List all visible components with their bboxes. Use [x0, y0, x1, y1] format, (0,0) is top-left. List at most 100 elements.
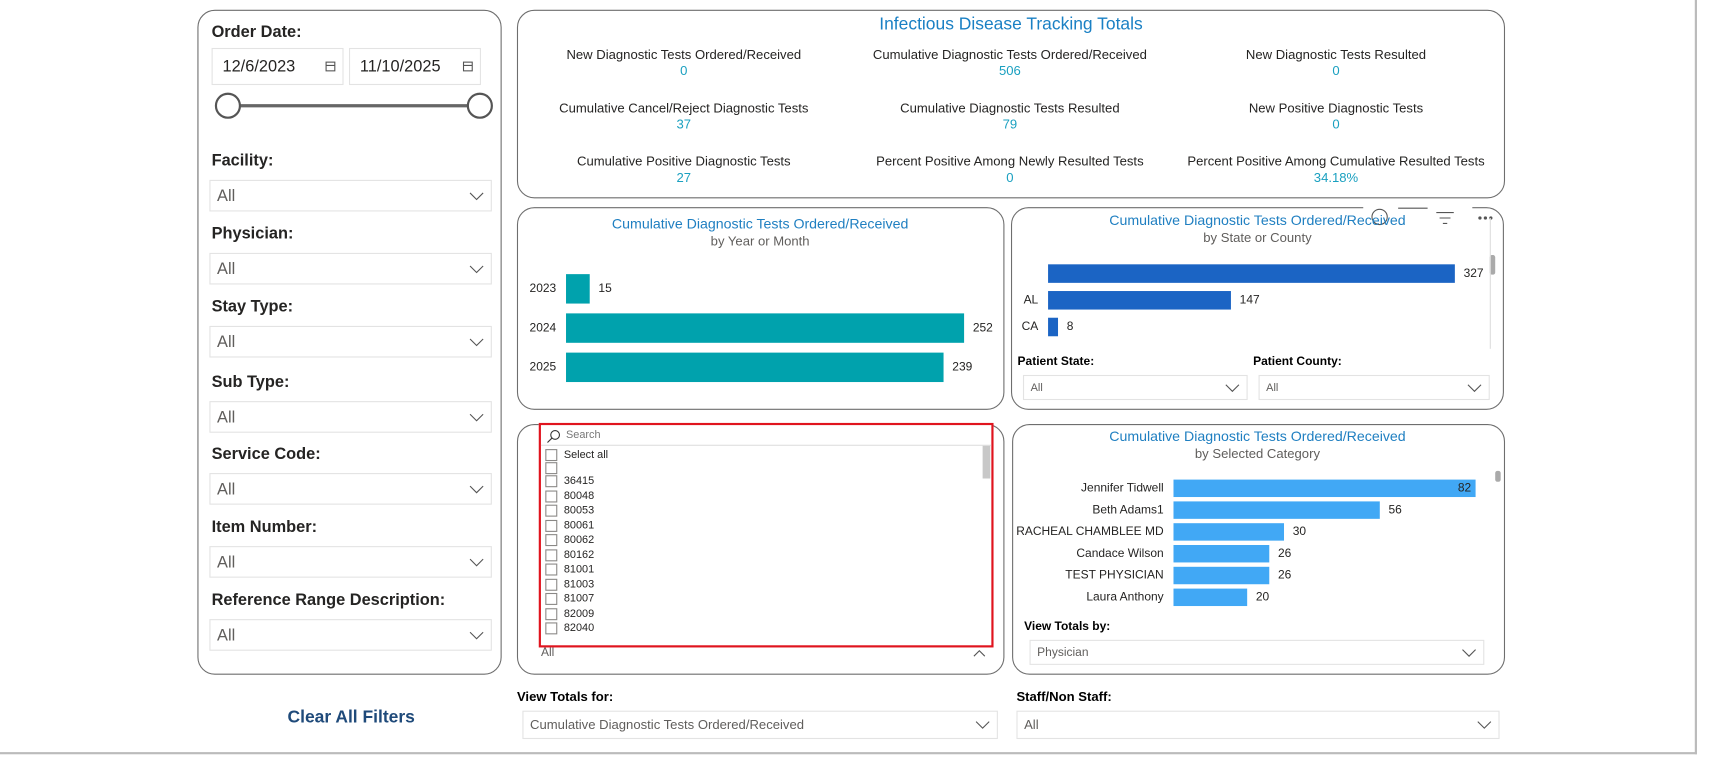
code-list-popup: Search Select all 36415 80048 80053 80061 80…: [538, 422, 994, 648]
filter-label: Stay Type:: [211, 297, 294, 317]
checkbox[interactable]: [545, 519, 558, 532]
checkbox[interactable]: [545, 449, 558, 462]
checkbox[interactable]: [545, 489, 558, 502]
total-value: 0: [1006, 170, 1014, 186]
chevron: [469, 631, 484, 639]
checkbox[interactable]: [545, 578, 558, 591]
filter-label: Reference Range Description:: [211, 590, 446, 610]
dropdown-value: All: [1266, 381, 1279, 394]
filter-label: Facility:: [211, 151, 274, 171]
total-value: 34.18%: [1313, 170, 1359, 186]
dropdown-value: All: [217, 332, 236, 351]
list-item[interactable]: 36415: [563, 475, 595, 488]
list-item[interactable]: 80061: [563, 519, 595, 532]
data-label: 82: [1458, 480, 1472, 494]
dropdown[interactable]: All: [209, 252, 492, 285]
list-item[interactable]: 81007: [563, 592, 595, 605]
total-value: 0: [680, 63, 688, 79]
dropdown-value: All: [217, 186, 236, 205]
list-item[interactable]: 80053: [563, 504, 595, 517]
date-text: 11/10/2025: [359, 57, 441, 76]
scrollbar[interactable]: [982, 445, 991, 479]
dropdown[interactable]: All: [209, 619, 492, 651]
checkbox[interactable]: [545, 504, 558, 517]
category-label: AL: [1024, 292, 1039, 306]
select-all[interactable]: Select all: [563, 449, 609, 462]
total-value: 27: [676, 170, 692, 186]
dropdown[interactable]: All: [209, 546, 492, 578]
bar: [1173, 479, 1476, 498]
data-label: 26: [1278, 568, 1292, 582]
checkbox[interactable]: [545, 622, 558, 635]
dropdown[interactable]: All: [1016, 710, 1500, 740]
chevron: [469, 413, 484, 421]
filter-label: Staff/Non Staff:: [1016, 688, 1112, 705]
chevron: [1467, 383, 1482, 392]
search-input[interactable]: Search: [566, 429, 601, 442]
checkbox[interactable]: [545, 607, 558, 620]
scrollbar[interactable]: [1489, 255, 1496, 275]
data-label: 20: [1256, 589, 1270, 603]
category-label: Beth Adams1: [1092, 502, 1164, 516]
checkbox[interactable]: [545, 462, 558, 475]
frame-edge: [1694, 0, 1697, 755]
list-item[interactable]: 80162: [563, 548, 595, 561]
chart-subtitle: by Year or Month: [711, 233, 810, 248]
total-value: 506: [998, 63, 1021, 79]
dropdown[interactable]: Physician: [1029, 639, 1485, 665]
dropdown[interactable]: All: [1258, 374, 1490, 401]
dropdown[interactable]: All: [209, 401, 492, 433]
list-item[interactable]: 80048: [563, 489, 595, 502]
dropdown[interactable]: All: [209, 473, 492, 505]
total-label: Cumulative Diagnostic Tests Ordered/Rece…: [872, 46, 1147, 63]
filter-icon[interactable]: [1436, 212, 1454, 224]
checkbox[interactable]: [545, 548, 558, 561]
dropdown[interactable]: All: [209, 179, 492, 212]
scrollbar[interactable]: [1495, 470, 1501, 482]
total-label: New Diagnostic Tests Ordered/Received: [566, 46, 802, 63]
frame-edge: [0, 752, 1697, 755]
category-label: 2024: [530, 320, 557, 334]
list-item[interactable]: 82040: [563, 622, 595, 635]
bar: [566, 352, 944, 383]
date-start[interactable]: 12/6/2023: [211, 47, 344, 86]
date-slider[interactable]: [213, 92, 497, 123]
search-icon: [547, 430, 561, 443]
total-value: 0: [1332, 63, 1340, 79]
date-end[interactable]: 11/10/2025: [348, 47, 481, 86]
filter-label: Patient State:: [1017, 355, 1095, 369]
checkbox[interactable]: [545, 475, 558, 488]
list-item[interactable]: 80062: [563, 534, 595, 547]
total-label: Percent Positive Among Newly Resulted Te…: [876, 153, 1144, 169]
totals-panel: [516, 9, 1506, 199]
chart-title: Cumulative Diagnostic Tests Ordered/Rece…: [1109, 429, 1405, 445]
checkbox[interactable]: [545, 534, 558, 547]
list-item[interactable]: 81003: [563, 578, 595, 591]
clear-filters-button[interactable]: Clear All Filters: [287, 708, 415, 728]
total-value: 79: [1002, 116, 1018, 132]
checkbox[interactable]: [545, 592, 558, 605]
dropdown-value: All: [217, 259, 236, 278]
dropdown[interactable]: All: [1022, 374, 1248, 401]
date-text: 12/6/2023: [222, 57, 296, 76]
bar: [1173, 523, 1285, 541]
checkbox[interactable]: [545, 563, 558, 576]
bar: [1173, 588, 1248, 607]
filter-label: Sub Type:: [211, 372, 290, 392]
dropdown[interactable]: Cumulative Diagnostic Tests Ordered/Rece…: [522, 710, 998, 740]
data-label: 239: [952, 360, 972, 374]
category-label: TEST PHYSICIAN: [1065, 568, 1163, 582]
dropdown-value: All: [217, 625, 236, 645]
dropdown[interactable]: All: [209, 325, 492, 358]
total-label: Cumulative Cancel/Reject Diagnostic Test…: [559, 100, 809, 116]
dropdown-value: All: [1030, 381, 1043, 394]
list-item[interactable]: 81001: [563, 563, 595, 576]
category-label: Jennifer Tidwell: [1081, 480, 1164, 494]
calendar-icon: [462, 61, 473, 72]
category-label: 2025: [530, 360, 557, 374]
help-icon[interactable]: [1371, 208, 1388, 226]
totals-title: Infectious Disease Tracking Totals: [879, 15, 1143, 34]
list-item[interactable]: 82009: [563, 607, 595, 620]
data-label: 8: [1067, 319, 1074, 333]
